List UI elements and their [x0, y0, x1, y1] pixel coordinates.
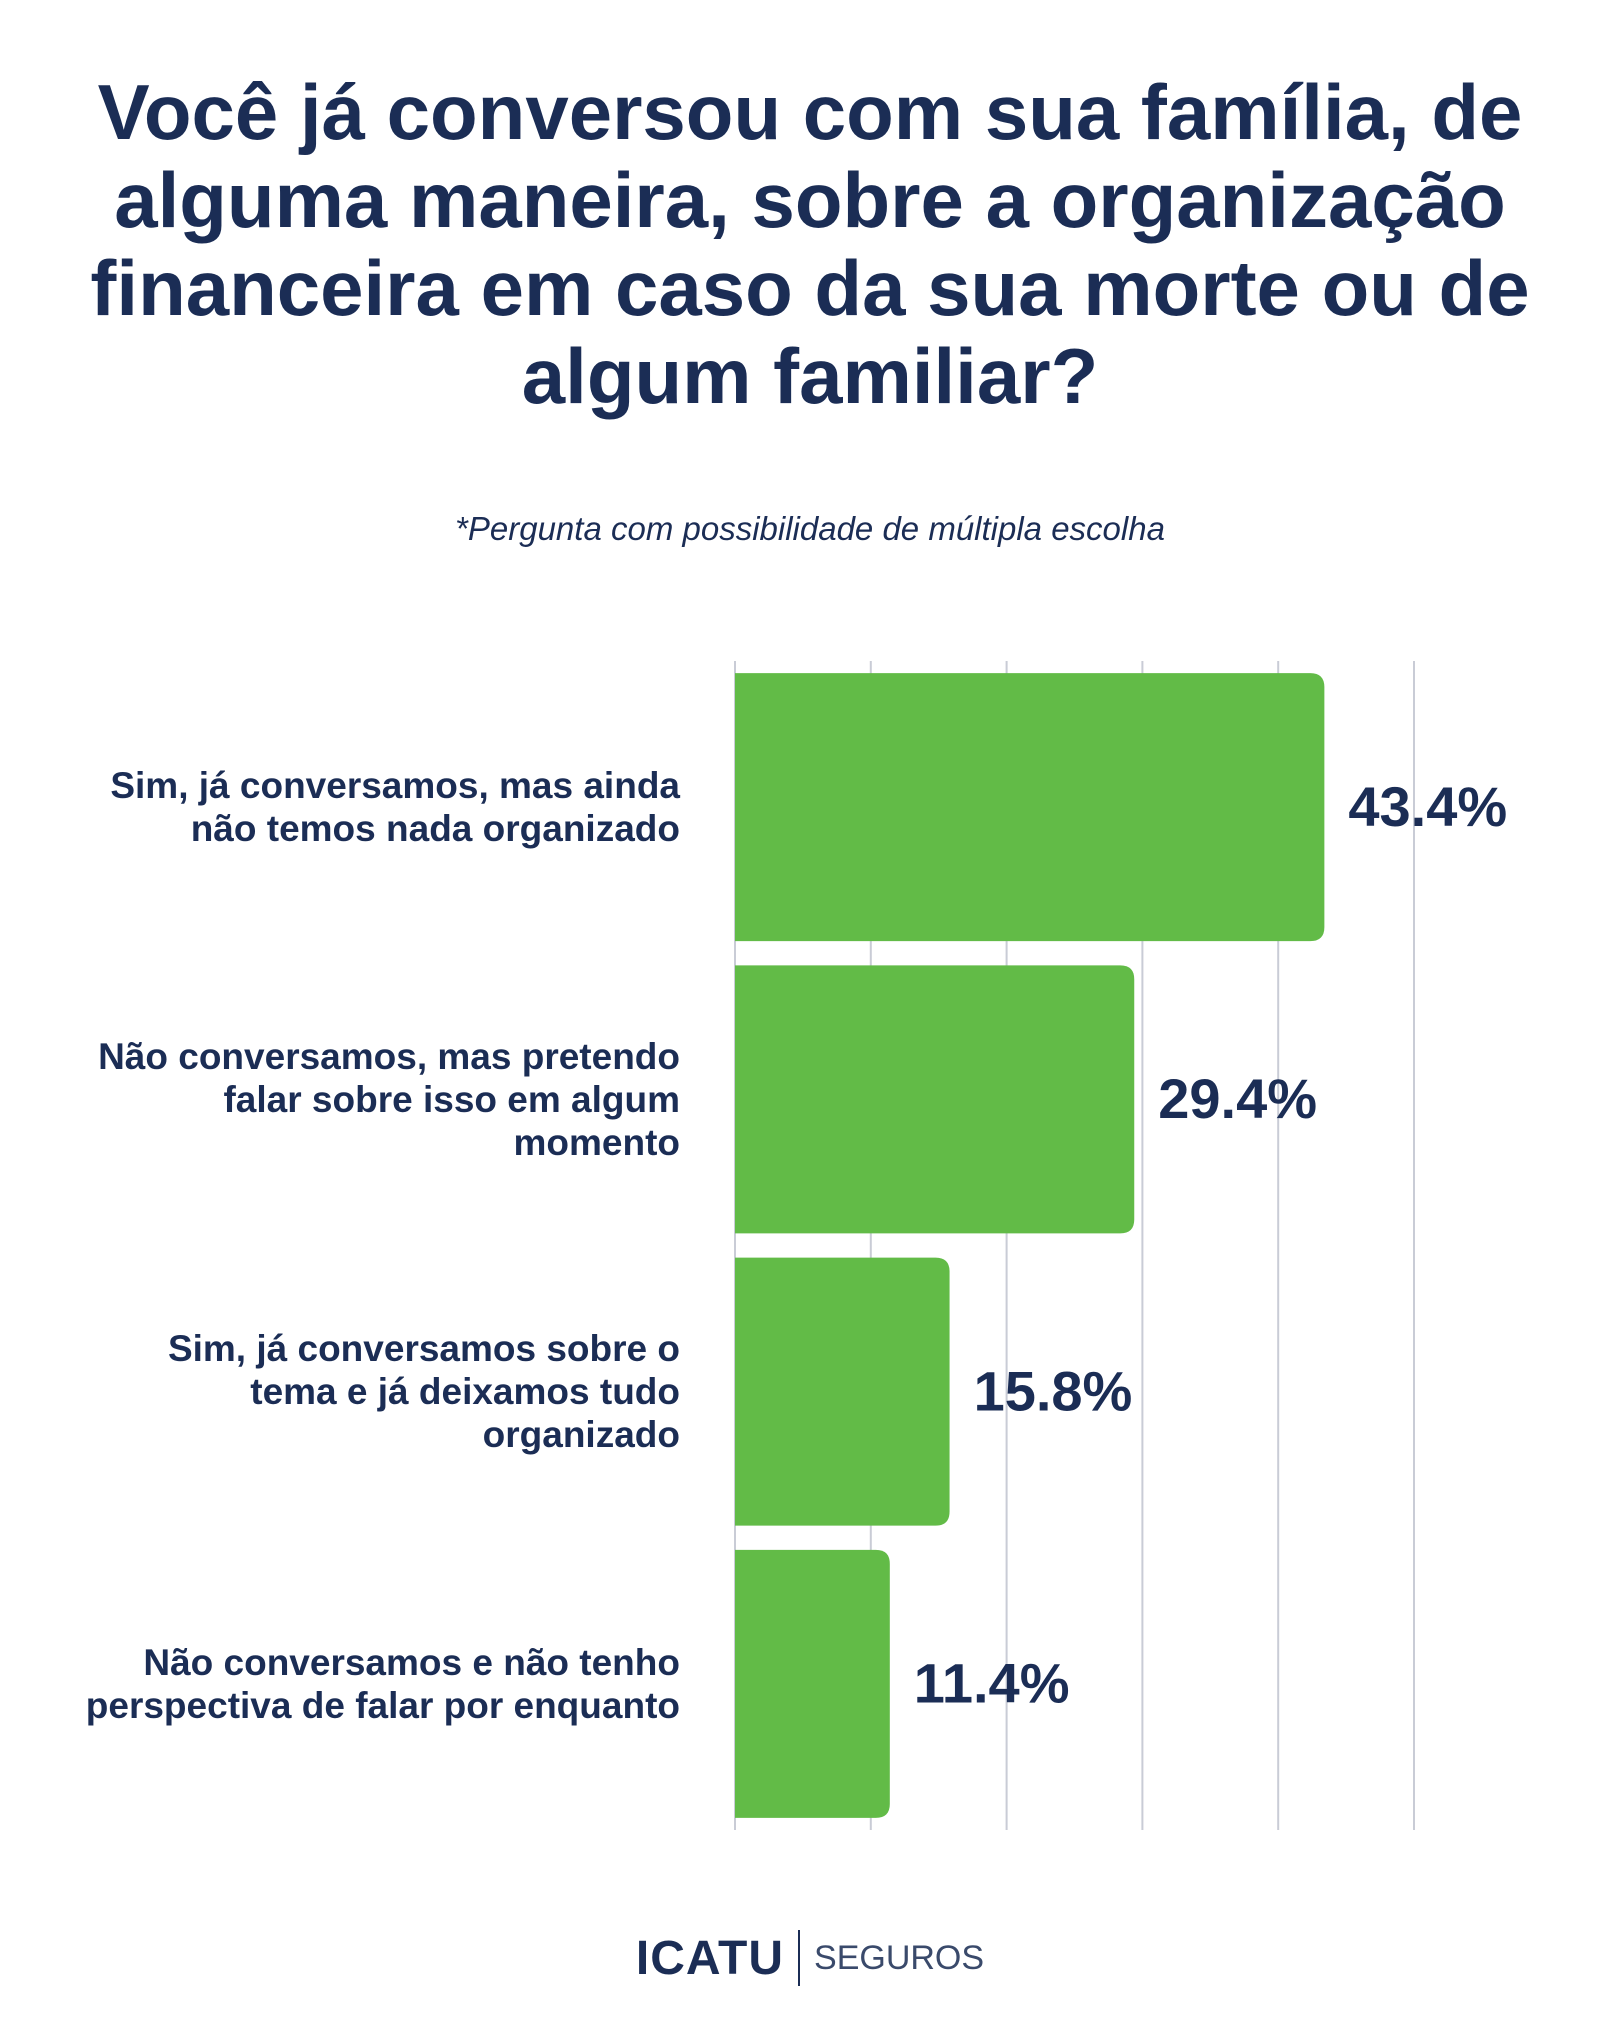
bar [735, 1549, 890, 1818]
brand-logo: ICATU [635, 1931, 785, 1985]
separator [798, 1930, 801, 1986]
bar [735, 965, 1135, 1234]
chart-title: Você já conversou com sua família, de al… [90, 68, 1530, 420]
footer: ICATU SEGUROS [0, 1930, 1620, 1986]
category-label: Sim, já conversamos, mas ainda não temos… [110, 765, 680, 850]
bar [735, 1257, 950, 1526]
chart-subtitle: *Pergunta com possibilidade de múltipla … [455, 510, 1165, 547]
brand-tagline: SEGUROS [814, 1938, 985, 1977]
value-label: 11.4% [914, 1652, 1070, 1715]
value-label: 43.4% [1348, 775, 1507, 838]
category-label: Não conversamos e não tenho perspectiva … [85, 1641, 680, 1726]
value-label: 29.4% [1158, 1067, 1317, 1130]
value-label: 15.8% [974, 1359, 1133, 1422]
category-label: Sim, já conversamos sobre o tema e já de… [167, 1328, 680, 1456]
category-label: Não conversamos, mas pretendo falar sobr… [98, 1035, 680, 1163]
bar [735, 673, 1325, 942]
